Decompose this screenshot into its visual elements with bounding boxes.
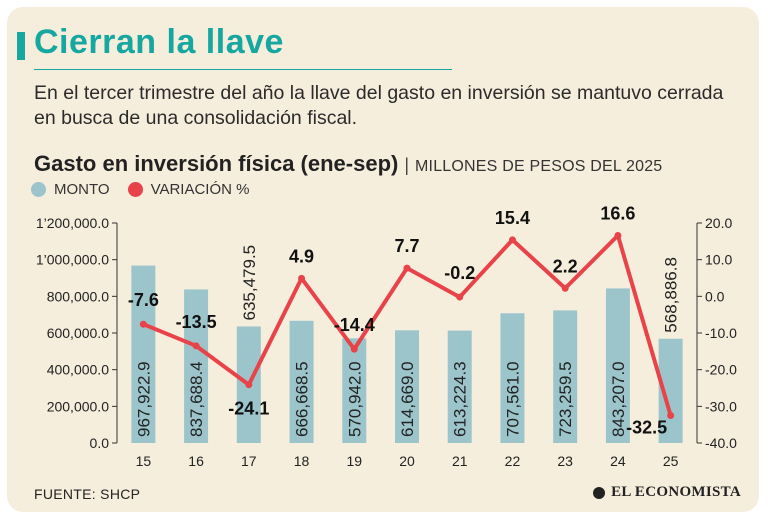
variacion-point xyxy=(456,293,464,301)
x-axis-tick-label: 16 xyxy=(188,453,204,469)
variacion-point xyxy=(245,381,253,389)
chart-title: Gasto en inversión física (ene-sep) xyxy=(34,151,399,176)
bar-value-label: 843,207.0 xyxy=(609,361,628,437)
x-axis-tick-label: 22 xyxy=(505,453,521,469)
left-axis-tick-label: 600,000.0 xyxy=(47,325,109,341)
variacion-value-label: 16.6 xyxy=(600,203,635,223)
variacion-point xyxy=(667,412,675,419)
chart-units: MILLONES DE PESOS DEL 2025 xyxy=(415,158,663,175)
bar-monto xyxy=(395,330,419,443)
legend-item-monto: MONTO xyxy=(31,181,110,198)
x-axis-tick-label: 19 xyxy=(346,453,362,469)
variacion-point xyxy=(350,345,358,353)
variacion-value-label: -7.6 xyxy=(128,290,159,310)
page-subtitle: En el tercer trimestre del año la llave … xyxy=(34,82,724,129)
bar-monto xyxy=(131,265,156,443)
variacion-value-label: 4.9 xyxy=(289,246,314,266)
right-axis-tick-label: 10.0 xyxy=(705,252,732,268)
bar-value-label: 837,688.4 xyxy=(187,361,206,437)
bar-value-label: 568,886.8 xyxy=(662,257,681,333)
legend-label-variacion: VARIACIÓN % xyxy=(150,181,250,198)
left-axis-tick-label: 800,000.0 xyxy=(47,288,109,304)
bar-value-label: 967,922.9 xyxy=(134,361,153,437)
bar-value-label: 635,479.5 xyxy=(240,245,259,321)
bar-value-label: 614,669.0 xyxy=(398,361,417,437)
x-axis-tick-label: 23 xyxy=(557,453,573,469)
x-axis-tick-label: 17 xyxy=(241,453,257,469)
x-axis-tick-label: 15 xyxy=(136,453,152,469)
variacion-point xyxy=(298,274,306,282)
right-axis-tick-label: 0.0 xyxy=(705,288,725,304)
bar-monto xyxy=(553,310,578,443)
chart-legend: MONTO VARIACIÓN % xyxy=(31,181,267,198)
variacion-value-label: -13.5 xyxy=(176,312,217,332)
brand-mark-icon xyxy=(593,486,606,499)
left-axis-tick-label: 400,000.0 xyxy=(47,362,109,378)
variacion-value-label: -24.1 xyxy=(228,399,269,419)
page-title: Cierran la llave xyxy=(34,23,284,61)
variacion-value-label: -32.5 xyxy=(626,418,667,438)
bar-value-label: 570,942.0 xyxy=(345,361,364,437)
bar-monto xyxy=(500,313,525,443)
right-axis-tick-label: -40.0 xyxy=(705,435,737,451)
bar-value-label: 723,259.5 xyxy=(556,361,575,437)
variacion-value-label: -0.2 xyxy=(444,263,475,283)
variacion-point xyxy=(508,236,516,244)
bar-value-label: 666,668.5 xyxy=(293,361,312,437)
variacion-point xyxy=(139,320,147,328)
source-note: FUENTE: SHCP xyxy=(34,486,141,502)
right-axis-tick-label: -10.0 xyxy=(705,325,737,341)
left-axis-tick-label: 200,000.0 xyxy=(47,398,109,414)
left-axis-tick-label: 0.0 xyxy=(90,435,110,451)
variacion-value-label: -14.4 xyxy=(334,315,375,335)
brand-logo: EL ECONOMISTA xyxy=(593,484,741,501)
left-axis-tick-label: 1’000,000.0 xyxy=(36,252,109,268)
x-axis-tick-label: 21 xyxy=(452,453,468,469)
x-axis-tick-label: 25 xyxy=(663,453,679,469)
infographic-card: Cierran la llave En el tercer trimestre … xyxy=(7,7,759,512)
variacion-value-label: 15.4 xyxy=(495,208,530,228)
chart-heading-separator: | xyxy=(404,155,410,175)
left-axis-tick-label: 1’200,000.0 xyxy=(36,215,109,231)
variacion-point xyxy=(403,264,411,272)
legend-item-variacion: VARIACIÓN % xyxy=(127,181,250,198)
brand-name: EL ECONOMISTA xyxy=(611,484,741,500)
right-axis-tick-label: -20.0 xyxy=(705,362,737,378)
bar-monto xyxy=(605,288,630,443)
x-axis-tick-label: 24 xyxy=(610,453,626,469)
x-axis-tick-label: 18 xyxy=(294,453,310,469)
title-accent-bar xyxy=(17,32,25,60)
right-axis-tick-label: 20.0 xyxy=(705,215,732,231)
bar-monto xyxy=(342,338,367,443)
variacion-point xyxy=(561,284,569,292)
chart-heading: Gasto en inversión física (ene-sep) | MILL… xyxy=(34,151,662,177)
legend-line-swatch-icon xyxy=(127,182,143,197)
combo-chart: 0.0 200,000.0 400,000.0 600,000.0 800,000.0 1… xyxy=(36,203,737,469)
legend-label-monto: MONTO xyxy=(54,181,110,198)
variacion-value-label: 7.7 xyxy=(394,236,419,256)
variacion-point xyxy=(192,342,200,350)
bar-monto xyxy=(289,320,314,443)
legend-bar-swatch-icon xyxy=(31,182,46,197)
bar-monto xyxy=(447,330,472,443)
bar-monto xyxy=(184,289,209,443)
variacion-point xyxy=(614,231,622,239)
bar-value-label: 707,561.0 xyxy=(503,361,522,437)
title-divider xyxy=(34,69,452,70)
variacion-value-label: 2.2 xyxy=(553,256,578,276)
bar-value-label: 613,224.3 xyxy=(451,361,470,437)
right-axis-tick-label: -30.0 xyxy=(705,398,737,414)
x-axis-tick-label: 20 xyxy=(399,453,415,469)
